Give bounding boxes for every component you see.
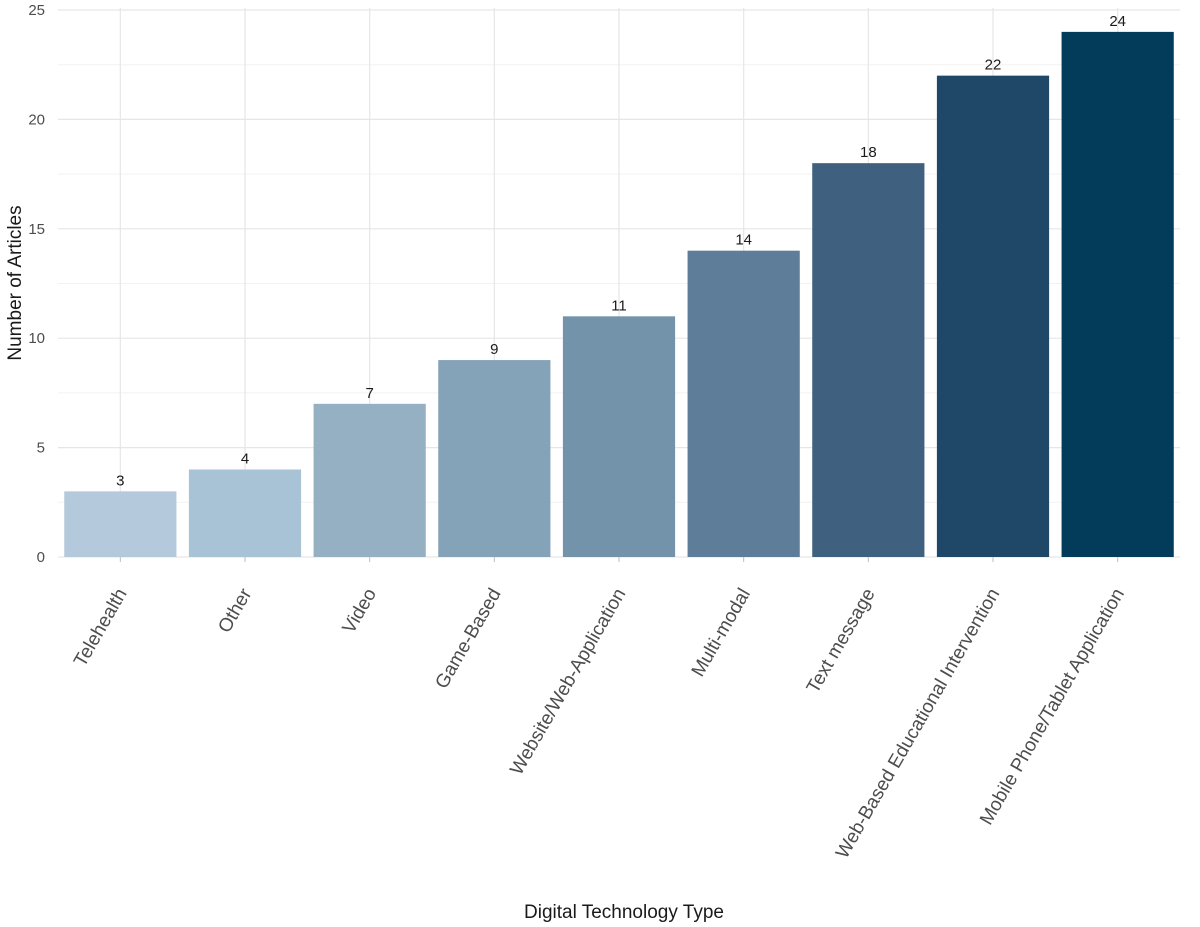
bar-value-label: 22 [985, 57, 1002, 74]
x-tick-label: Telehealth [70, 585, 131, 671]
y-tick-label: 15 [28, 221, 45, 238]
y-tick-label: 20 [28, 111, 45, 128]
bar [64, 491, 177, 557]
x-tick-label: Multi-modal [688, 585, 755, 681]
bars [64, 31, 1174, 557]
x-tick-label: Video [339, 585, 381, 637]
x-tick-label: Website/Web-Application [506, 585, 630, 779]
bar-value-label: 24 [1109, 13, 1126, 30]
y-tick-label: 10 [28, 330, 45, 347]
x-tick-label: Text message [803, 585, 880, 697]
bar-value-label: 11 [611, 297, 627, 314]
bar [687, 250, 800, 557]
x-axis-title: Digital Technology Type [524, 902, 724, 923]
x-tick-label: Game-Based [432, 585, 506, 692]
x-tick-label: Mobile Phone/Tablet Application [976, 585, 1129, 829]
bar [812, 163, 925, 557]
bar-value-label: 14 [735, 232, 752, 249]
bar-value-label: 4 [241, 450, 249, 467]
x-tick-label: Other [214, 584, 256, 636]
y-axis-title: Number of Articles [5, 205, 26, 360]
y-tick-label: 5 [37, 440, 45, 457]
bar-value-label: 9 [490, 341, 498, 358]
bar [936, 75, 1050, 557]
bar [562, 316, 676, 557]
bar-value-label: 7 [365, 385, 373, 402]
y-axis-ticks: 0 5 10 15 20 25 [28, 2, 45, 566]
bar-value-labels: 3 4 7 9 11 14 18 22 24 [116, 13, 1126, 489]
y-tick-label: 25 [28, 2, 45, 19]
bar-value-label: 18 [860, 144, 877, 161]
x-axis-ticks: Telehealth Other Video Game-Based Website/We… [70, 557, 1129, 862]
bar-value-label: 3 [116, 472, 124, 489]
bar [438, 360, 551, 557]
bar [188, 469, 302, 557]
bar [1061, 31, 1174, 557]
y-tick-label: 0 [37, 549, 45, 566]
bar [313, 403, 426, 557]
